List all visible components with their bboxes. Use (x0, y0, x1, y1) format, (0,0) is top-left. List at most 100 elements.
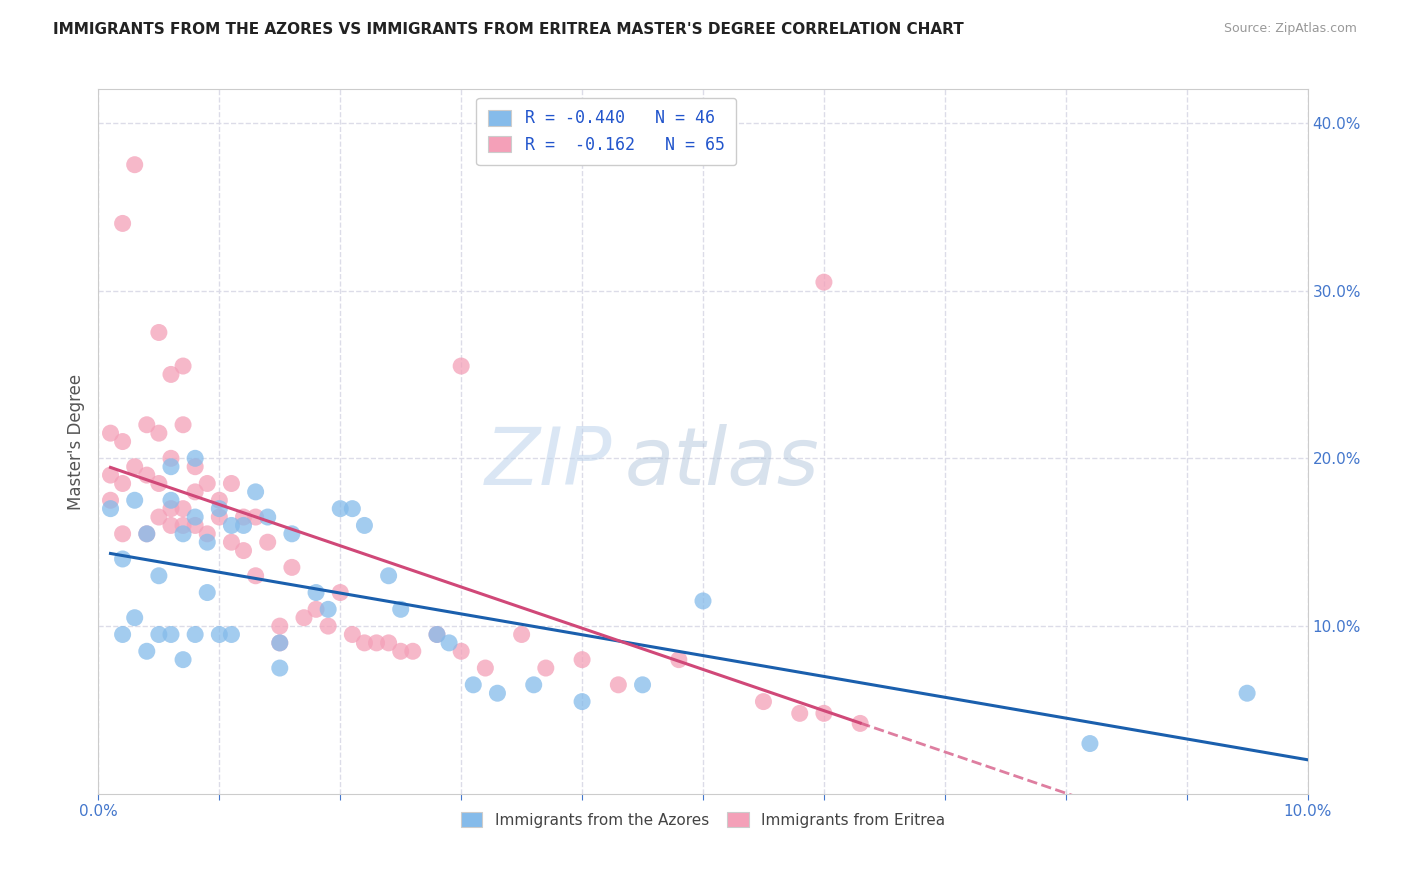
Point (571, 695, 593, 709)
Point (184, 451, 207, 466)
Point (232, 518, 254, 533)
Point (232, 510, 254, 524)
Text: ZIP: ZIP (485, 424, 613, 501)
Point (813, 706, 835, 721)
Point (692, 594, 714, 608)
Point (389, 644, 412, 658)
Point (148, 568, 170, 582)
Point (111, 526, 134, 541)
Point (256, 510, 278, 524)
Point (148, 326, 170, 340)
Point (402, 644, 425, 658)
Point (160, 451, 183, 466)
Point (523, 678, 546, 692)
Point (208, 510, 231, 524)
Point (135, 526, 157, 541)
Point (221, 518, 243, 533)
Point (221, 535, 243, 549)
Point (148, 627, 170, 641)
Point (195, 526, 218, 541)
Point (148, 510, 170, 524)
Point (353, 518, 375, 533)
Point (366, 636, 388, 650)
Point (269, 636, 291, 650)
Point (292, 611, 315, 625)
Point (184, 459, 207, 474)
Point (160, 493, 183, 508)
Point (124, 459, 146, 474)
Point (474, 661, 496, 675)
Point (245, 568, 267, 582)
Point (172, 359, 194, 373)
Point (172, 526, 194, 541)
Point (316, 602, 339, 616)
Point (135, 644, 157, 658)
Point (305, 585, 328, 599)
Point (849, 716, 872, 731)
Point (269, 661, 291, 675)
Y-axis label: Master's Degree: Master's Degree (66, 374, 84, 509)
Point (135, 417, 157, 432)
Point (100, 501, 122, 516)
Point (486, 686, 509, 700)
Point (111, 552, 134, 566)
Point (463, 678, 485, 692)
Point (100, 493, 122, 508)
Point (124, 493, 146, 508)
Point (148, 426, 170, 441)
Text: atlas: atlas (624, 424, 820, 501)
Text: Source: ZipAtlas.com: Source: ZipAtlas.com (1223, 22, 1357, 36)
Point (450, 359, 472, 373)
Point (124, 158, 146, 172)
Point (813, 275, 835, 289)
Point (135, 468, 157, 483)
Point (269, 619, 291, 633)
Point (342, 501, 364, 516)
Point (450, 644, 472, 658)
Point (111, 434, 134, 449)
Point (111, 627, 134, 641)
Point (111, 216, 134, 230)
Point (184, 518, 207, 533)
Point (281, 560, 304, 574)
Point (1078, 737, 1101, 751)
Text: IMMIGRANTS FROM THE AZORES VS IMMIGRANTS FROM ERITREA MASTER'S DEGREE CORRELATIO: IMMIGRANTS FROM THE AZORES VS IMMIGRANTS… (53, 22, 965, 37)
Point (534, 661, 557, 675)
Point (342, 627, 364, 641)
Point (668, 653, 690, 667)
Point (172, 518, 194, 533)
Point (184, 510, 207, 524)
Point (631, 678, 654, 692)
Point (111, 476, 134, 491)
Point (426, 627, 449, 641)
Point (437, 636, 460, 650)
Point (208, 627, 231, 641)
Point (389, 602, 412, 616)
Point (172, 501, 194, 516)
Point (329, 501, 352, 516)
Point (607, 678, 630, 692)
Point (789, 706, 811, 721)
Point (377, 636, 399, 650)
Point (1236, 686, 1258, 700)
Point (245, 484, 267, 499)
Point (135, 526, 157, 541)
Point (281, 526, 304, 541)
Point (184, 484, 207, 499)
Point (245, 510, 267, 524)
Legend: Immigrants from the Azores, Immigrants from Eritrea: Immigrants from the Azores, Immigrants f… (453, 805, 953, 836)
Point (269, 636, 291, 650)
Point (221, 627, 243, 641)
Point (160, 501, 183, 516)
Point (208, 493, 231, 508)
Point (172, 417, 194, 432)
Point (256, 535, 278, 549)
Point (305, 602, 328, 616)
Point (571, 653, 593, 667)
Point (172, 653, 194, 667)
Point (221, 476, 243, 491)
Point (100, 468, 122, 483)
Point (316, 619, 339, 633)
Point (195, 585, 218, 599)
Point (100, 426, 122, 441)
